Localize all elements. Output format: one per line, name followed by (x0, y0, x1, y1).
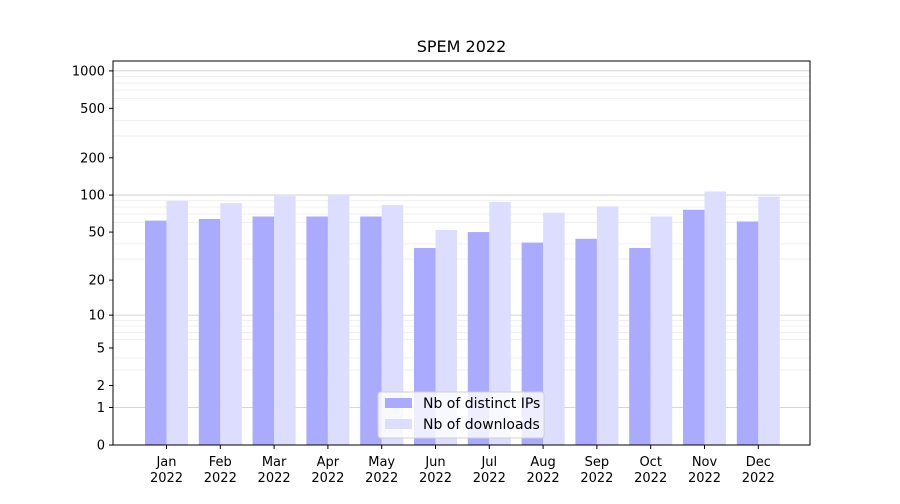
bar-distinct-ips (198, 218, 221, 445)
x-tick-label: Jul 2022 (473, 455, 506, 486)
x-tick-label-line: 2022 (580, 471, 613, 486)
x-tick-label: Nov 2022 (688, 455, 721, 486)
x-tick-label-line: 2022 (419, 471, 452, 486)
bar-distinct-ips (683, 209, 705, 445)
y-tick-label: 0 (97, 439, 105, 454)
x-tick-label-line: Feb (209, 455, 232, 470)
x-tick-label-line: May (368, 455, 395, 470)
x-tick-label: Feb 2022 (204, 455, 237, 486)
y-tick-label: 10 (88, 309, 105, 324)
x-tick-label-line: 2022 (688, 471, 721, 486)
y-tick-label: 2 (97, 379, 105, 394)
x-tick-label-line: 2022 (258, 471, 291, 486)
bar-downloads (435, 229, 457, 445)
x-tick-label: Jan 2022 (150, 455, 183, 486)
x-tick-label-line: Dec (746, 455, 771, 470)
chart-title: SPEM 2022 (417, 37, 507, 56)
legend-swatch (385, 419, 412, 429)
bar-downloads (274, 196, 296, 445)
x-tick-label-line: 2022 (473, 471, 506, 486)
bar-distinct-ips (252, 216, 275, 445)
x-tick-label-line: Sep (585, 455, 610, 470)
bar-distinct-ips (360, 216, 382, 445)
bar-downloads (381, 205, 404, 445)
y-tick-label: 100 (80, 189, 105, 204)
x-tick-label-line: 2022 (204, 471, 237, 486)
x-tick-label-line: 2022 (365, 471, 398, 486)
y-tick-label: 1000 (72, 64, 105, 79)
x-tick-label: Jun 2022 (419, 455, 452, 486)
x-tick-label-line: Aug (530, 455, 555, 470)
x-tick-label-line: Oct (639, 455, 661, 470)
x-tick-label-line: Mar (262, 455, 287, 470)
x-tick-label: Apr 2022 (311, 455, 344, 486)
legend: Nb of distinct IPs Nb of downloads (377, 391, 545, 439)
x-tick-label-line: Jan (155, 455, 176, 470)
x-tick-label-line: 2022 (527, 471, 560, 486)
y-tick-label: 20 (88, 274, 105, 289)
y-tick-label: 200 (80, 151, 105, 166)
x-tick-label-line: 2022 (742, 471, 775, 486)
x-tick-label-line: Apr (317, 455, 340, 470)
bar-downloads (166, 200, 188, 445)
x-tick-label: Mar 2022 (258, 455, 291, 486)
legend-box (377, 391, 545, 439)
bar-distinct-ips (306, 216, 328, 445)
y-tick-label: 500 (80, 102, 105, 117)
bar-downloads (220, 203, 242, 445)
x-tick-label-line: Nov (692, 455, 718, 470)
x-tick-label-line: Jun (424, 455, 445, 470)
bar-distinct-ips (736, 221, 759, 445)
bar-distinct-ips (145, 220, 167, 445)
bar-downloads (704, 191, 726, 445)
bar-downloads (543, 212, 565, 445)
legend-label: Nb of distinct IPs (423, 396, 540, 412)
legend-label: Nb of downloads (423, 417, 540, 433)
x-tick-label-line: 2022 (634, 471, 667, 486)
x-tick-label: Dec 2022 (742, 455, 775, 486)
y-tick-label: 5 (97, 341, 105, 356)
x-tick-label-line: 2022 (311, 471, 344, 486)
plot-frame (112, 60, 811, 446)
x-tick-label-line: Jul (480, 455, 497, 470)
y-tick-label: 50 (88, 226, 105, 241)
bar-downloads (489, 201, 511, 445)
bar-downloads (758, 196, 780, 445)
y-tick-label: 1 (97, 401, 105, 416)
x-tick-label: Oct 2022 (634, 455, 667, 486)
x-tick-label: Aug 2022 (527, 455, 560, 486)
bar-downloads (596, 206, 619, 445)
x-tick-label: May 2022 (365, 455, 398, 486)
x-tick-label: Sep 2022 (580, 455, 613, 486)
x-tick-label-line: 2022 (150, 471, 183, 486)
bar-downloads (327, 195, 350, 445)
legend-swatch (385, 398, 412, 408)
bar-downloads (650, 216, 673, 445)
bars (145, 191, 780, 445)
bar-distinct-ips (629, 248, 651, 445)
bar-distinct-ips (575, 238, 597, 445)
